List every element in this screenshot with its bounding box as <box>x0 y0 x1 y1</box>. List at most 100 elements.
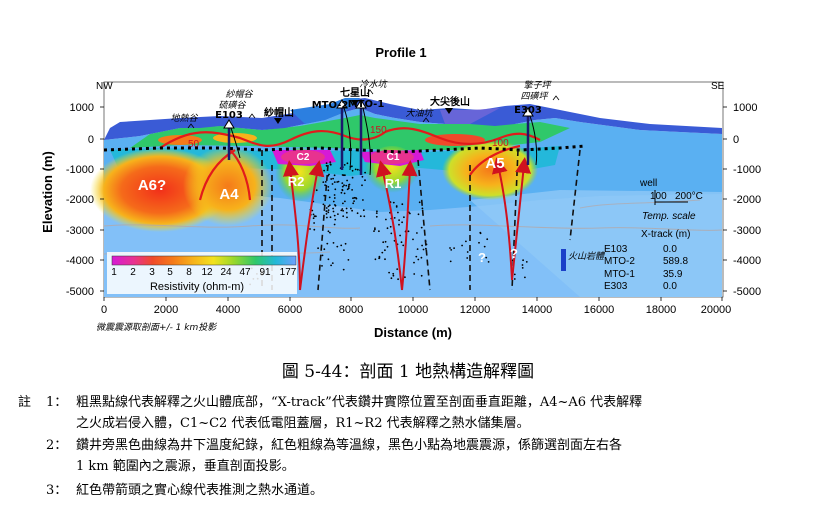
hypocenter-dot <box>361 184 363 187</box>
hypocenter-dot <box>341 182 344 185</box>
hypocenter-dot <box>486 238 489 241</box>
x-tick-7: 14000 <box>522 304 553 316</box>
hypocenter-dot <box>413 273 416 275</box>
body-A4: A4 <box>219 186 239 203</box>
hypocenter-dot <box>374 258 377 261</box>
hypocenter-dot <box>324 184 326 187</box>
well-legend-title: well <box>639 178 657 189</box>
cb-tick-0: 1 <box>111 267 117 278</box>
hypocenter-dot <box>401 203 404 206</box>
y-axis-label: Elevation (m) <box>40 151 55 233</box>
hypocenter-dot <box>313 215 316 218</box>
hypocenter-dot <box>420 256 423 259</box>
hypocenter-dot <box>521 267 524 269</box>
hypocenter-dot <box>513 278 516 280</box>
hypocenter-dot <box>392 272 395 275</box>
xtrack-val-2: 35.9 <box>663 269 683 280</box>
y-tick-left-6: -5000 <box>66 286 94 298</box>
hypocenter-dot <box>374 227 376 230</box>
y-tick-left-3: -2000 <box>66 194 94 206</box>
hypocenter-dot <box>466 251 469 253</box>
hypocenter-dot <box>386 245 389 248</box>
volcanic-base-line <box>103 144 586 154</box>
hypocenter-dot <box>364 171 366 174</box>
hypocenter-dot <box>332 242 335 244</box>
hypocenter-dot <box>421 244 423 247</box>
hypocenter-dot <box>345 207 348 210</box>
hypocenter-dot <box>355 197 357 199</box>
hypocenter-dot <box>389 225 392 228</box>
hypocenter-dot <box>356 212 359 215</box>
hypocenter-dot <box>420 274 423 277</box>
well-legend-100: 100 <box>650 191 667 202</box>
hypocenter-dot <box>336 181 339 183</box>
xtrack-well-1: MTO-2 <box>604 256 635 267</box>
hypocenter-dot <box>352 197 354 200</box>
hypocenter-dot <box>374 228 376 231</box>
hypocenter-dot <box>334 204 336 206</box>
note-2: 2： 鑽井旁黑色曲線為井下溫度紀錄，紅色粗線為等溫線，黑色小點為地震震源，係篩選… <box>18 435 808 477</box>
label-sihuangping: 四磺坪 <box>520 91 549 102</box>
hypocenter-dot <box>347 187 350 190</box>
hypocenter-dot <box>342 174 345 177</box>
hypocenter-dot <box>321 265 323 267</box>
x-tick-1: 2000 <box>154 304 178 316</box>
hypocenter-dot <box>325 213 328 215</box>
hypocenter-dot <box>398 223 400 226</box>
hypocenter-dot <box>375 212 378 215</box>
label-didongge: 地熱谷 <box>170 113 198 124</box>
hypocenter-dot <box>390 232 393 235</box>
hypocenter-dot <box>361 175 364 178</box>
hypocenter-dot <box>347 185 350 188</box>
hypocenter-dot <box>332 210 335 213</box>
hypocenter-dot <box>400 241 403 244</box>
hypocenter-dot <box>343 164 346 166</box>
hypocenter-dot <box>342 202 344 205</box>
x-tick-8: 16000 <box>584 304 615 316</box>
hypocenter-dot <box>398 219 400 222</box>
unknown-mark-2: ? <box>510 246 518 261</box>
note-text: 鑽井旁黑色曲線為井下溫度紀錄，紅色粗線為等溫線，黑色小點為地震震源，係篩選剖面左… <box>76 435 801 477</box>
y-axis-right <box>723 106 727 292</box>
hypocenter-dot <box>397 278 399 281</box>
colorbar-legend: 1 2 3 5 8 12 24 47 91 177 Resistivity (o… <box>107 252 297 294</box>
y-tick-right-0: 1000 <box>733 102 757 114</box>
hypocenter-dot <box>384 240 387 243</box>
note-number: 3： <box>46 483 68 498</box>
isotherm-label-100: 100 <box>492 138 509 149</box>
cb-tick-5: 12 <box>201 267 213 278</box>
hypocenter-dot <box>327 186 330 188</box>
well-legend-200: 200°C <box>675 191 703 202</box>
hypocenter-dot <box>385 218 387 221</box>
hypocenter-dot <box>393 217 396 219</box>
y-tick-labels-left: 1000 0 -1000 -2000 -3000 -4000 -5000 <box>66 102 94 298</box>
hypocenter-dot <box>351 189 353 191</box>
note-line: 1 km 範圍內之震源，垂直剖面投影。 <box>76 459 295 474</box>
hypocenter-dot <box>353 196 356 199</box>
hypocenter-dot <box>337 213 339 216</box>
hypocenter-dot <box>329 161 332 164</box>
xtrack-table: X-track (m) E103 0.0 MTO-2 589.8 MTO-1 3… <box>604 229 690 292</box>
hypocenter-dot <box>378 255 381 258</box>
y-tick-right-1: 0 <box>733 134 739 146</box>
hypocenter-dot <box>346 162 349 165</box>
projection-note: 微震震源取剖面+/- 1 km投影 <box>96 322 217 333</box>
hypocenter-dot <box>395 206 398 208</box>
hypocenter-dot <box>425 247 427 250</box>
hypocenter-dot <box>332 200 335 203</box>
y-axis-left <box>100 106 104 292</box>
hypocenter-dot <box>450 249 453 251</box>
xtrack-val-0: 0.0 <box>663 244 677 255</box>
hypocenter-dot <box>384 258 386 261</box>
y-tick-left-4: -3000 <box>66 225 94 237</box>
note-text: 粗黑點線代表解釋之火山體底部，“X-track”代表鑽井實際位置至剖面垂直距離，… <box>76 392 801 434</box>
hypocenter-dot <box>449 260 452 263</box>
hypocenter-dot <box>351 165 353 168</box>
y-tick-right-3: -2000 <box>733 194 761 206</box>
figure-title: Profile 1 <box>375 45 426 60</box>
colorbar-label: Resistivity (ohm-m) <box>150 281 244 293</box>
hypocenter-dot <box>409 212 411 215</box>
hypocenter-dot <box>373 230 375 233</box>
hypocenter-dot <box>341 208 344 210</box>
body-R2: R2 <box>288 174 305 189</box>
